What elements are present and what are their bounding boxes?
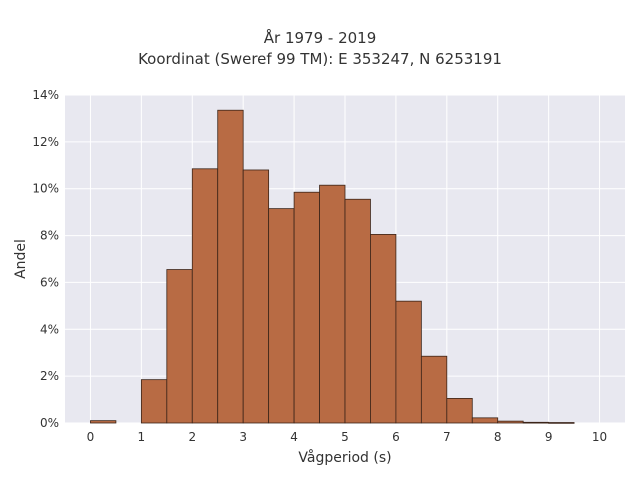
- histogram-bar: [344, 198, 371, 424]
- x-tick-label: 3: [239, 430, 247, 444]
- x-tick-label: 0: [87, 430, 95, 444]
- x-tick-label: 2: [188, 430, 196, 444]
- x-tick-label: 10: [592, 430, 607, 444]
- histogram-bar: [166, 269, 193, 424]
- x-tick-label: 6: [392, 430, 400, 444]
- y-tick-label: 0%: [40, 416, 59, 430]
- x-tick-label: 5: [341, 430, 349, 444]
- y-tick-label: 2%: [40, 369, 59, 383]
- chart-subtitle: Koordinat (Sweref 99 TM): E 353247, N 62…: [138, 50, 502, 68]
- histogram-bar: [497, 420, 524, 424]
- bars: [90, 109, 575, 424]
- y-tick-label: 8%: [40, 229, 59, 243]
- histogram-bar: [471, 417, 499, 424]
- x-tick-label: 4: [290, 430, 298, 444]
- histogram-bar: [522, 421, 550, 424]
- histogram-bar: [293, 191, 320, 424]
- histogram-bar: [217, 109, 244, 424]
- y-axis-ticks: 0% 2% 4% 6% 8% 10% 12% 14%: [32, 88, 59, 430]
- histogram-bar: [191, 168, 219, 424]
- x-tick-label: 8: [494, 430, 502, 444]
- y-tick-label: 14%: [32, 88, 59, 102]
- x-axis-ticks: 0 1 2 3 4 5 6 7 8 9 10: [87, 430, 608, 444]
- x-tick-label: 9: [545, 430, 553, 444]
- histogram-bar: [319, 184, 346, 424]
- histogram-bar: [446, 397, 473, 424]
- y-tick-label: 6%: [40, 275, 59, 289]
- y-tick-label: 12%: [32, 135, 59, 149]
- histogram-bar: [268, 208, 295, 424]
- x-axis-label: Vågperiod (s): [298, 449, 391, 466]
- chart-title: År 1979 - 2019: [263, 29, 377, 47]
- histogram-bar: [90, 420, 117, 424]
- histogram-bar: [242, 169, 270, 424]
- histogram-bar: [548, 422, 575, 424]
- y-tick-label: 10%: [32, 182, 59, 196]
- histogram-bar: [420, 355, 448, 424]
- y-tick-label: 4%: [40, 322, 59, 336]
- histogram-bar: [395, 300, 422, 424]
- x-tick-label: 7: [443, 430, 451, 444]
- histogram-bar: [370, 233, 397, 424]
- y-axis-label: Andel: [13, 239, 29, 279]
- x-tick-label: 1: [138, 430, 146, 444]
- histogram-bar: [140, 379, 168, 424]
